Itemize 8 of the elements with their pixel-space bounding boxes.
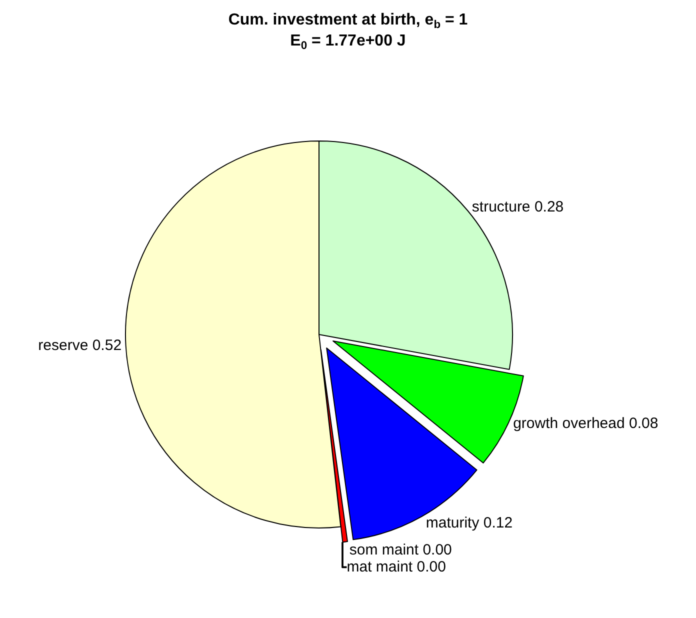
slice-label: maturity 0.12 bbox=[426, 514, 513, 532]
slice-label: som maint 0.00 bbox=[349, 542, 452, 559]
chart-title: Cum. investment at birth, e$_{b}$ = 1 bbox=[228, 12, 468, 32]
slice-label: growth overhead 0.08 bbox=[513, 414, 658, 432]
slice-label: reserve 0.52 bbox=[38, 336, 122, 354]
chart-subtitle: E$_{0}$ = 1.77e+00 J bbox=[290, 32, 406, 52]
category-label: mat maint 0.00 bbox=[346, 558, 446, 576]
slice-label: structure 0.28 bbox=[472, 198, 564, 216]
